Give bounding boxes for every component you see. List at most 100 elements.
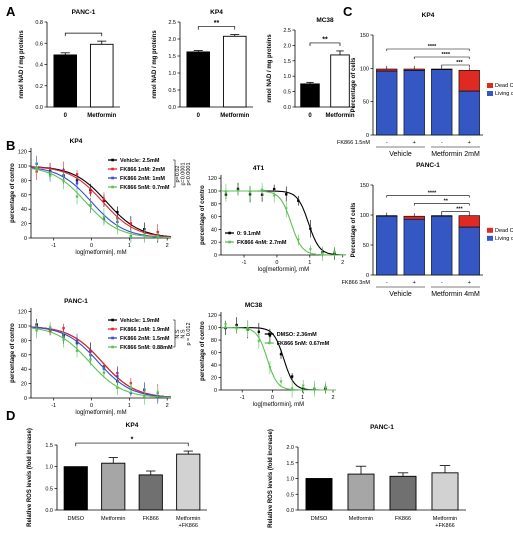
significance-label: *** — [456, 207, 463, 213]
bar — [89, 43, 114, 108]
panel-letter-d: D — [6, 408, 15, 423]
data-point — [143, 394, 146, 398]
bar-dead — [376, 68, 398, 72]
legend-marker — [111, 327, 114, 331]
legend-label: FK866 1nM: 1.9mM — [120, 327, 170, 333]
panel-letter-b: B — [6, 138, 15, 153]
group-label: Metformin 4mM — [431, 291, 480, 298]
y-tick-label: 120 — [18, 310, 27, 316]
significance-label: * — [131, 437, 134, 444]
data-point — [308, 248, 312, 252]
x-tick-label: Metformin — [87, 113, 116, 119]
y-tick-label: 1.0 — [286, 477, 294, 483]
data-point — [279, 352, 283, 356]
data-point — [296, 238, 300, 242]
bar-living — [403, 218, 425, 276]
significance-bracket — [75, 442, 189, 447]
y-axis-label: nmol NAD / mg proteins — [267, 34, 273, 103]
data-point — [129, 235, 133, 238]
bar-living — [431, 69, 453, 136]
data-point — [246, 327, 250, 331]
data-point — [75, 341, 79, 344]
y-tick-label: 80 — [21, 178, 27, 184]
chart-title: PANC-1 — [370, 424, 394, 431]
y-tick-label: 2.0 — [283, 43, 291, 49]
data-point — [301, 384, 305, 388]
legend: Dead Cells Living cells — [487, 83, 513, 97]
data-point — [284, 207, 288, 211]
bar-living — [403, 70, 425, 136]
data-point — [129, 386, 133, 390]
x-axis-label: log[metformin], mM — [75, 250, 126, 256]
x-tick-label: FK866 — [143, 516, 159, 522]
chart-b2: 4T1 0 20 40 60 80 100 120 -1 0 1 2 log[metformin], m… — [200, 165, 346, 273]
data-point — [290, 387, 294, 391]
data-point — [35, 329, 38, 332]
series-line — [221, 327, 336, 391]
data-point — [272, 194, 276, 198]
bar-living — [376, 215, 398, 276]
bar-dead — [458, 70, 480, 92]
legend: Vehicle: 1.9mM FK866 1nM: 1.9mM FK866 2nM:… — [108, 318, 173, 351]
data-point — [257, 340, 261, 344]
bar — [176, 453, 201, 511]
significance-bracket — [413, 56, 470, 59]
pvalue-label: p = 0.012 — [186, 322, 192, 345]
pvalue-label: p<0.0001 — [186, 162, 192, 185]
legend-label: Living cells — [495, 236, 513, 242]
y-tick-label: 40 — [211, 227, 217, 233]
y-axis-label: percentage of contro — [200, 321, 206, 381]
y-axis-label: percentage of contro — [10, 163, 16, 223]
data-point — [248, 191, 252, 195]
legend-label: 0: 9.1mM — [237, 231, 261, 237]
y-tick-label: 1.5 — [168, 54, 176, 60]
significance-bracket — [64, 32, 103, 37]
data-point — [235, 327, 239, 331]
significance-label: *** — [456, 60, 463, 66]
chart-title: KP4 — [210, 9, 223, 16]
data-point — [290, 375, 294, 378]
x-tick-label: 1 — [128, 403, 131, 409]
y-tick-label: 100 — [18, 164, 27, 170]
x-tick-label: 0 — [90, 243, 93, 249]
y-tick-label: 60 — [211, 351, 217, 357]
y-tick-label: 150 — [360, 183, 369, 189]
y-tick-label: 1.0 — [283, 74, 291, 80]
x-mark: - — [441, 280, 443, 286]
y-tick-label: 80 — [211, 202, 217, 208]
chart-title: PANC-1 — [64, 298, 88, 305]
panel-letter-a: A — [6, 4, 16, 19]
y-tick-label: 0 — [24, 396, 27, 402]
legend-marker — [228, 231, 231, 235]
x-tick-label: Metformin — [101, 516, 125, 522]
x-axis-label: log[metformin], mM — [258, 267, 309, 273]
y-tick-label: 2.5 — [283, 28, 291, 34]
data-point — [48, 326, 52, 329]
y-tick-label: 120 — [208, 313, 217, 319]
data-point — [89, 358, 92, 361]
y-tick-label: 1.0 — [168, 71, 176, 77]
pvalue-bracket — [173, 319, 176, 348]
significance-bracket — [413, 203, 470, 206]
data-point — [75, 349, 79, 352]
y-tick-label: 60 — [21, 193, 27, 199]
y-tick-label: 150 — [360, 33, 369, 39]
x-tick-label: FK866 — [395, 516, 411, 522]
x-tick-label: 0 — [90, 403, 93, 409]
chart-d1: KP4 0.0 0.5 1.0 1.5 Relative ROS levels (fold… — [27, 422, 207, 529]
legend-marker — [111, 176, 114, 180]
legend-label: FK866 2nM: 1mM — [120, 176, 165, 182]
y-tick-label: 2.5 — [168, 20, 176, 26]
data-point — [62, 338, 65, 341]
pvalue-bracket — [173, 159, 176, 188]
data-point — [223, 323, 228, 327]
x-mark: - — [441, 140, 443, 146]
x-mark: - — [386, 280, 388, 286]
data-point — [332, 250, 337, 254]
x-tick-label: Metformin — [326, 113, 355, 119]
y-tick-label: 20 — [211, 240, 217, 246]
y-axis-label: Percentage of cells — [351, 202, 357, 257]
chart-a3: MC38 0.0 0.5 1.0 1.5 2.0 2.5 nmol NAD / mg prot… — [267, 17, 355, 119]
y-tick-label: 40 — [211, 363, 217, 369]
